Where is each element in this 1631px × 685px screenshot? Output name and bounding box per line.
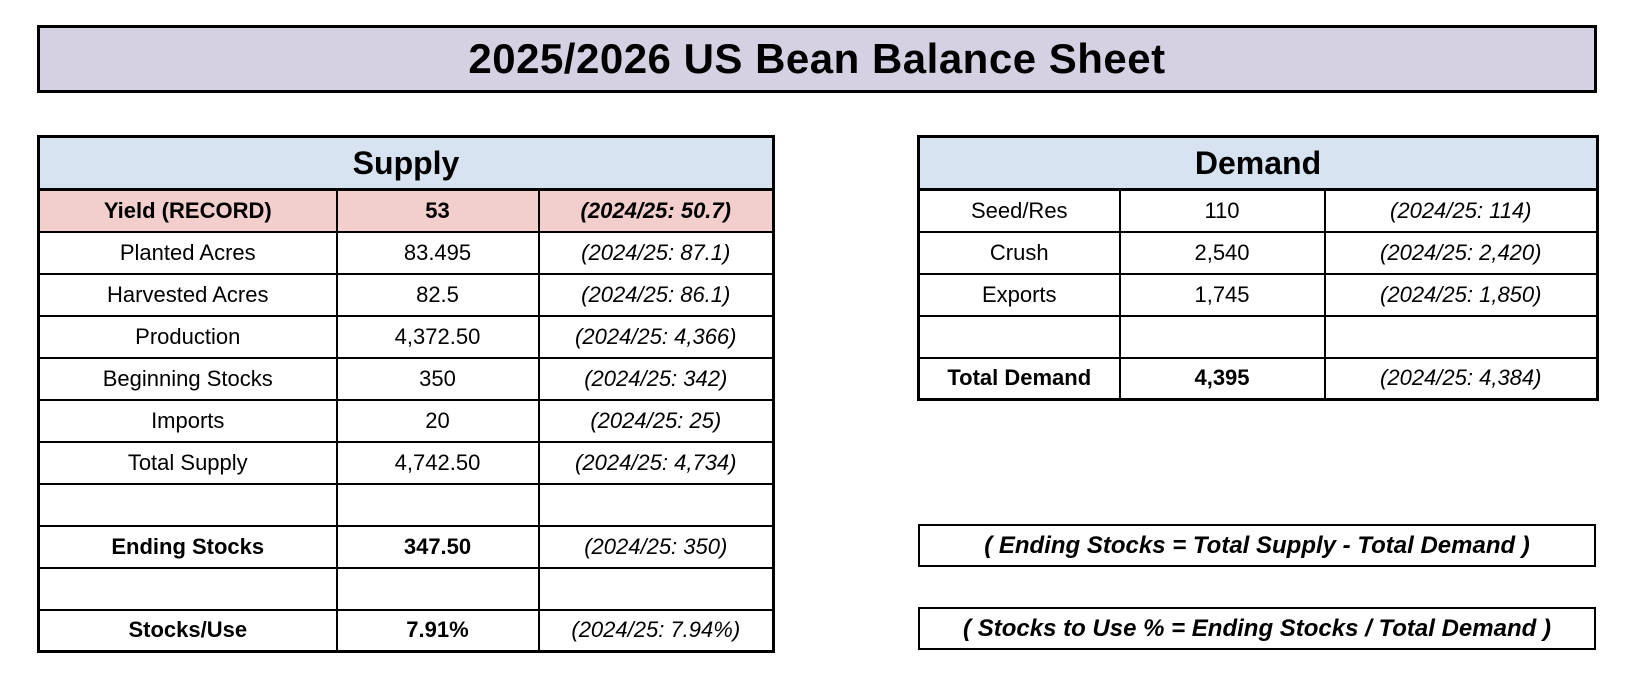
table-row: Ending Stocks 347.50 (2024/25: 350) xyxy=(37,524,775,569)
cell-label xyxy=(37,566,338,611)
table-row: Beginning Stocks 350 (2024/25: 342) xyxy=(37,356,775,401)
cell-label xyxy=(37,482,338,527)
cell-label: Ending Stocks xyxy=(37,524,338,569)
cell-value: 4,742.50 xyxy=(335,440,540,485)
cell-value xyxy=(1118,314,1326,359)
cell-label: Yield (RECORD) xyxy=(37,188,338,233)
supply-table: Supply Yield (RECORD) 53 (2024/25: 50.7) Pl… xyxy=(37,135,776,653)
demand-section-header: Demand xyxy=(917,135,1599,191)
table-row: Yield (RECORD) 53 (2024/25: 50.7) xyxy=(37,188,775,233)
cell-prior: (2024/25: 86.1) xyxy=(537,272,775,317)
stocks-to-use-formula-note: ( Stocks to Use % = Ending Stocks / Tota… xyxy=(918,607,1596,650)
table-row: Harvested Acres 82.5 (2024/25: 86.1) xyxy=(37,272,775,317)
table-row: Stocks/Use 7.91% (2024/25: 7.94%) xyxy=(37,608,775,653)
table-row xyxy=(37,482,775,527)
cell-prior: (2024/25: 4,366) xyxy=(537,314,775,359)
page-title: 2025/2026 US Bean Balance Sheet xyxy=(37,25,1597,93)
cell-prior: (2024/25: 2,420) xyxy=(1323,230,1599,275)
table-row: Production 4,372.50 (2024/25: 4,366) xyxy=(37,314,775,359)
ending-stocks-formula-note: ( Ending Stocks = Total Supply - Total D… xyxy=(918,524,1596,567)
cell-label: Seed/Res xyxy=(917,188,1121,233)
cell-value: 1,745 xyxy=(1118,272,1326,317)
cell-label: Production xyxy=(37,314,338,359)
cell-value: 4,372.50 xyxy=(335,314,540,359)
cell-value: 82.5 xyxy=(335,272,540,317)
cell-value: 53 xyxy=(335,188,540,233)
cell-value: 7.91% xyxy=(335,608,540,653)
cell-label: Total Demand xyxy=(917,356,1121,401)
cell-prior: (2024/25: 25) xyxy=(537,398,775,443)
cell-prior xyxy=(537,482,775,527)
cell-prior xyxy=(537,566,775,611)
cell-value: 2,540 xyxy=(1118,230,1326,275)
cell-prior: (2024/25: 350) xyxy=(537,524,775,569)
cell-value xyxy=(335,482,540,527)
cell-value: 20 xyxy=(335,398,540,443)
cell-label: Planted Acres xyxy=(37,230,338,275)
cell-prior: (2024/25: 1,850) xyxy=(1323,272,1599,317)
cell-label: Harvested Acres xyxy=(37,272,338,317)
cell-prior xyxy=(1323,314,1599,359)
cell-prior: (2024/25: 4,384) xyxy=(1323,356,1599,401)
cell-label: Stocks/Use xyxy=(37,608,338,653)
demand-table: Demand Seed/Res 110 (2024/25: 114) Crush 2,5… xyxy=(917,135,1600,401)
cell-prior: (2024/25: 50.7) xyxy=(537,188,775,233)
table-row: Seed/Res 110 (2024/25: 114) xyxy=(917,188,1599,233)
cell-label: Crush xyxy=(917,230,1121,275)
cell-value: 350 xyxy=(335,356,540,401)
cell-label: Imports xyxy=(37,398,338,443)
table-row: Crush 2,540 (2024/25: 2,420) xyxy=(917,230,1599,275)
cell-label xyxy=(917,314,1121,359)
cell-prior: (2024/25: 7.94%) xyxy=(537,608,775,653)
cell-prior: (2024/25: 87.1) xyxy=(537,230,775,275)
cell-label: Exports xyxy=(917,272,1121,317)
cell-prior: (2024/25: 342) xyxy=(537,356,775,401)
cell-value xyxy=(335,566,540,611)
table-row xyxy=(917,314,1599,359)
table-row: Imports 20 (2024/25: 25) xyxy=(37,398,775,443)
cell-label: Total Supply xyxy=(37,440,338,485)
cell-prior: (2024/25: 4,734) xyxy=(537,440,775,485)
cell-value: 347.50 xyxy=(335,524,540,569)
cell-label: Beginning Stocks xyxy=(37,356,338,401)
supply-section-header: Supply xyxy=(37,135,775,191)
cell-value: 110 xyxy=(1118,188,1326,233)
cell-value: 83.495 xyxy=(335,230,540,275)
cell-value: 4,395 xyxy=(1118,356,1326,401)
table-row: Total Demand 4,395 (2024/25: 4,384) xyxy=(917,356,1599,401)
table-row: Total Supply 4,742.50 (2024/25: 4,734) xyxy=(37,440,775,485)
table-row: Exports 1,745 (2024/25: 1,850) xyxy=(917,272,1599,317)
cell-prior: (2024/25: 114) xyxy=(1323,188,1599,233)
table-row: Planted Acres 83.495 (2024/25: 87.1) xyxy=(37,230,775,275)
table-row xyxy=(37,566,775,611)
